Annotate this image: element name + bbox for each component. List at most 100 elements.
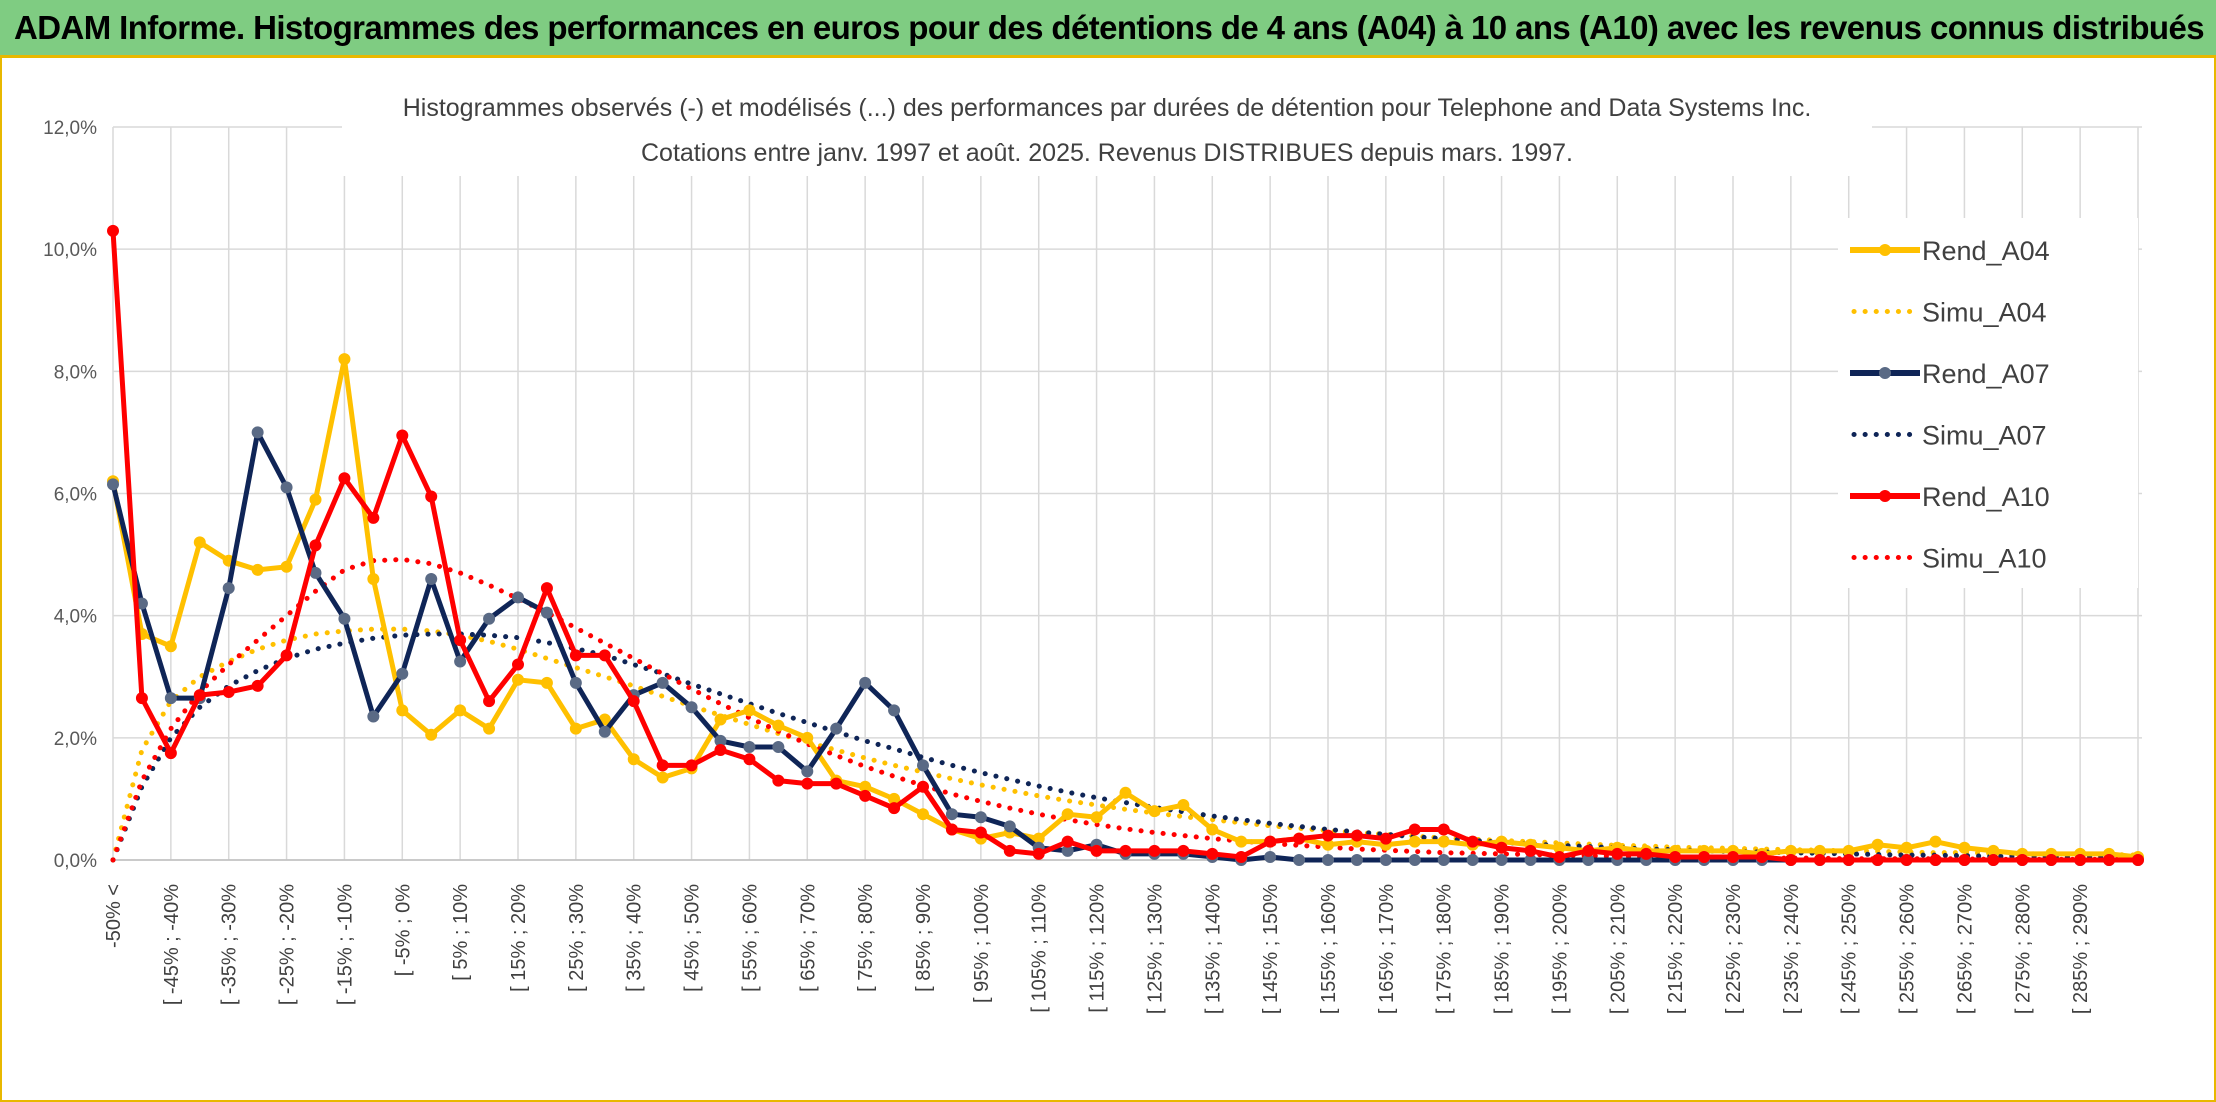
x-tick-label: [ 55% ; 60% [739, 884, 761, 992]
data-point-rend-a10 [1235, 850, 1248, 863]
legend-marker-rend-a04 [1879, 244, 1891, 256]
data-point-rend-a04 [917, 808, 929, 821]
data-point-rend-a07 [164, 692, 177, 705]
data-point-rend-a04 [193, 536, 206, 549]
data-point-rend-a10 [454, 634, 467, 647]
data-point-rend-a07 [222, 582, 235, 595]
data-point-rend-a07 [1350, 854, 1363, 866]
data-point-rend-a10 [309, 539, 322, 552]
data-point-rend-a10 [2103, 854, 2116, 866]
data-point-rend-a07 [280, 481, 293, 494]
data-point-rend-a04 [714, 713, 727, 726]
data-point-rend-a04 [801, 731, 814, 744]
data-point-rend-a10 [2074, 854, 2087, 866]
data-point-rend-a10 [830, 777, 843, 790]
x-tick-label: [ 165% ; 170% [1376, 884, 1398, 1014]
x-tick-label: [ 275% ; 280% [2012, 884, 2034, 1014]
data-point-rend-a10 [2016, 854, 2029, 866]
data-point-rend-a07 [1437, 854, 1450, 866]
data-point-rend-a07 [772, 740, 785, 753]
data-point-rend-a10 [396, 429, 409, 442]
data-point-rend-a04 [251, 563, 264, 576]
chart-subtitle: Cotations entre janv. 1997 et août. 2025… [641, 139, 1573, 167]
legend-label-rend-a07: Rend_A07 [1922, 359, 2050, 389]
data-point-rend-a07 [569, 676, 582, 689]
x-tick-label: [ 65% ; 70% [797, 884, 819, 992]
x-tick-label: [ 145% ; 150% [1260, 884, 1282, 1014]
series-line-rend-a10 [110, 230, 2138, 863]
data-point-rend-a04 [1177, 799, 1190, 812]
data-point-rend-a04 [367, 573, 380, 586]
data-point-rend-a04 [164, 640, 177, 653]
data-point-rend-a04 [512, 673, 524, 686]
data-point-rend-a10 [1090, 844, 1103, 857]
data-point-rend-a07 [1264, 850, 1277, 863]
data-point-rend-a10 [859, 789, 872, 802]
data-point-rend-a07 [454, 655, 467, 668]
data-point-rend-a04 [309, 493, 322, 506]
x-tick-label: [ 225% ; 230% [1723, 884, 1745, 1014]
data-point-rend-a07 [685, 701, 698, 714]
data-point-rend-a04 [540, 676, 553, 689]
data-point-rend-a10 [656, 759, 669, 772]
data-point-rend-a10 [164, 747, 177, 760]
y-tick-label: 12,0% [43, 118, 97, 139]
data-point-rend-a07 [540, 606, 553, 619]
data-point-rend-a10 [107, 224, 119, 237]
data-point-rend-a10 [627, 695, 640, 708]
data-point-rend-a10 [743, 753, 756, 766]
y-tick-label: 10,0% [43, 240, 97, 261]
data-point-rend-a10 [135, 692, 148, 705]
series-line-simu-a07 [110, 631, 2141, 863]
data-point-rend-a10 [1929, 854, 1942, 866]
x-tick-label: [ 105% ; 110% [1029, 884, 1051, 1013]
data-point-rend-a07 [598, 725, 611, 738]
x-tick-label: [ 185% ; 190% [1492, 884, 1514, 1014]
x-tick-label: [ 235% ; 240% [1781, 884, 1803, 1014]
data-point-rend-a10 [1206, 847, 1219, 860]
data-point-rend-a10 [425, 490, 438, 503]
data-point-rend-a10 [569, 649, 582, 662]
data-point-rend-a10 [338, 472, 351, 485]
data-point-rend-a10 [1755, 850, 1768, 863]
data-point-rend-a10 [1611, 847, 1624, 860]
data-point-rend-a10 [1640, 847, 1653, 860]
x-tick-label: [ 5% ; 10% [450, 884, 472, 981]
legend-marker-rend-a07 [1879, 367, 1891, 379]
x-tick-label: [ -45% ; -40% [161, 884, 183, 1005]
data-point-rend-a07 [512, 591, 524, 604]
data-point-rend-a07 [656, 676, 669, 689]
data-point-rend-a04 [483, 722, 496, 735]
x-tick-label: [ 125% ; 130% [1144, 884, 1166, 1014]
y-tick-label: 8,0% [54, 362, 97, 383]
data-point-rend-a10 [1322, 829, 1334, 842]
chart-title: Histogrammes observés (-) et modélisés (… [403, 94, 1812, 122]
legend-label-rend-a10: Rend_A10 [1922, 482, 2050, 512]
data-point-rend-a07 [107, 478, 119, 491]
x-tick-label: [ 205% ; 210% [1607, 884, 1629, 1014]
data-point-rend-a04 [338, 353, 351, 366]
data-point-rend-a10 [280, 649, 293, 662]
data-point-rend-a07 [338, 612, 351, 625]
series-line-simu-a10 [110, 556, 2141, 863]
data-point-rend-a10 [917, 780, 929, 793]
x-tick-label: [ 245% ; 250% [1839, 884, 1861, 1014]
x-tick-label: [ 265% ; 270% [1954, 884, 1976, 1014]
x-tick-label: [ -35% ; -30% [219, 884, 241, 1005]
data-point-rend-a10 [1524, 844, 1537, 857]
data-point-rend-a04 [656, 771, 669, 784]
data-point-rend-a04 [1929, 835, 1942, 848]
data-point-rend-a04 [569, 722, 582, 735]
x-tick-label: [ 85% ; 90% [913, 884, 935, 992]
data-point-rend-a10 [1466, 835, 1479, 848]
x-tick-label: -50% < [103, 884, 125, 948]
x-tick-label: [ -15% ; -10% [334, 884, 356, 1005]
data-point-rend-a04 [1437, 835, 1450, 848]
x-tick-label: [ 75% ; 80% [855, 884, 877, 992]
data-point-rend-a10 [888, 802, 901, 815]
report-banner: ADAM Informe. Histogrammes des performan… [0, 0, 2216, 58]
data-point-rend-a07 [743, 740, 756, 753]
report-title: ADAM Informe. Histogrammes des performan… [14, 8, 2205, 46]
data-point-rend-a07 [974, 811, 987, 824]
